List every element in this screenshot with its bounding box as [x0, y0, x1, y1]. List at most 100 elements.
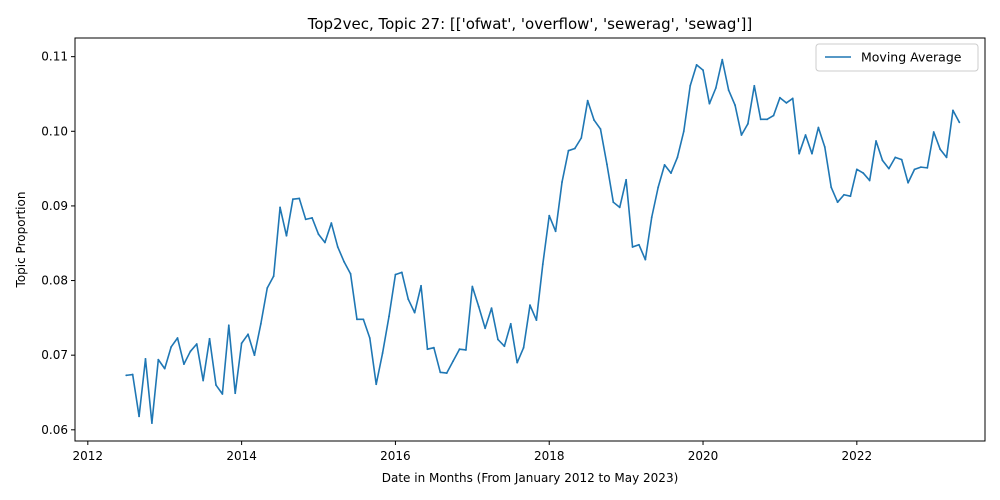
data-point — [266, 287, 269, 289]
x-tick-label: 2012 — [73, 449, 104, 463]
data-point — [759, 118, 762, 121]
data-point — [689, 84, 692, 87]
y-axis: 0.06 0.07 0.08 0.09 0.10 0.11 — [41, 50, 75, 437]
data-point — [151, 422, 153, 424]
data-point — [945, 156, 948, 159]
data-point — [702, 69, 704, 71]
legend-box — [815, 43, 979, 72]
data-point — [304, 218, 307, 221]
data-point — [682, 130, 685, 133]
data-point — [798, 152, 801, 155]
data-point — [920, 166, 922, 169]
data-point — [170, 346, 173, 348]
data-point — [452, 360, 454, 363]
data-point — [125, 374, 128, 377]
y-tick-label: 0.11 — [41, 50, 68, 64]
data-point — [900, 158, 903, 161]
data-point — [381, 352, 384, 354]
data-point — [253, 354, 256, 357]
data-point — [779, 96, 781, 99]
data-point — [343, 260, 346, 263]
data-point — [227, 324, 230, 327]
data-point — [202, 379, 205, 382]
data-point — [356, 318, 358, 321]
y-tick-label: 0.10 — [41, 124, 68, 138]
data-point — [676, 156, 679, 159]
x-tick-label: 2022 — [842, 449, 873, 463]
data-point — [766, 118, 769, 121]
data-point — [535, 319, 538, 321]
data-point — [375, 383, 378, 386]
data-point — [234, 392, 237, 395]
data-point — [509, 322, 512, 325]
data-point — [593, 119, 595, 121]
data-point — [586, 99, 589, 102]
data-point — [695, 63, 698, 66]
data-point — [932, 131, 935, 133]
data-point — [638, 243, 640, 246]
data-point — [516, 361, 519, 364]
data-point — [894, 156, 897, 159]
data-point — [471, 285, 474, 288]
data-point — [650, 216, 653, 219]
data-point — [868, 179, 871, 182]
data-point — [644, 258, 647, 261]
data-point — [458, 348, 461, 351]
data-point — [830, 186, 833, 189]
data-point — [862, 172, 865, 174]
data-point — [279, 206, 281, 209]
data-point — [432, 346, 435, 349]
data-point — [881, 159, 884, 162]
data-point — [561, 181, 563, 183]
data-point — [804, 134, 807, 136]
data-point — [163, 367, 166, 370]
data-point — [670, 172, 672, 174]
data-point — [407, 298, 410, 301]
data-point — [215, 384, 217, 386]
x-tick-label: 2018 — [534, 449, 565, 463]
data-point — [958, 121, 961, 124]
data-point — [484, 327, 487, 330]
data-point — [368, 337, 371, 339]
data-point — [855, 168, 858, 171]
data-point — [189, 350, 192, 353]
data-point — [388, 315, 390, 318]
data-point — [317, 233, 320, 236]
data-point — [349, 272, 352, 275]
data-point — [657, 186, 660, 189]
data-point — [836, 201, 839, 204]
data-point — [580, 137, 583, 139]
data-point — [843, 193, 845, 196]
data-point — [887, 167, 890, 170]
data-point — [612, 201, 615, 204]
data-point — [240, 342, 243, 345]
data-point — [849, 195, 852, 198]
data-point — [714, 87, 717, 89]
data-point — [618, 206, 621, 209]
data-point — [183, 363, 185, 366]
data-point — [663, 163, 666, 166]
data-point — [413, 311, 416, 314]
data-point — [420, 284, 422, 287]
x-axis: 2012 2014 2016 2018 2020 2022 — [73, 441, 873, 463]
data-point — [753, 84, 756, 87]
data-point — [708, 102, 711, 105]
data-point — [823, 146, 826, 148]
data-point — [144, 358, 147, 360]
y-tick-label: 0.09 — [41, 199, 68, 213]
x-tick-label: 2020 — [688, 449, 719, 463]
data-point — [811, 152, 813, 155]
data-point — [541, 263, 544, 266]
data-point — [394, 273, 397, 276]
data-point — [907, 181, 909, 184]
data-point — [734, 104, 736, 107]
data-point — [817, 126, 820, 129]
data-point — [791, 97, 794, 100]
data-point — [311, 216, 314, 219]
data-point — [176, 337, 179, 339]
plot-area: 0.060.070.080.090.100.11 2012 2014 2016 201… — [41, 37, 986, 463]
x-axis-label: Date in Months (From January 2012 to May… — [382, 471, 679, 485]
